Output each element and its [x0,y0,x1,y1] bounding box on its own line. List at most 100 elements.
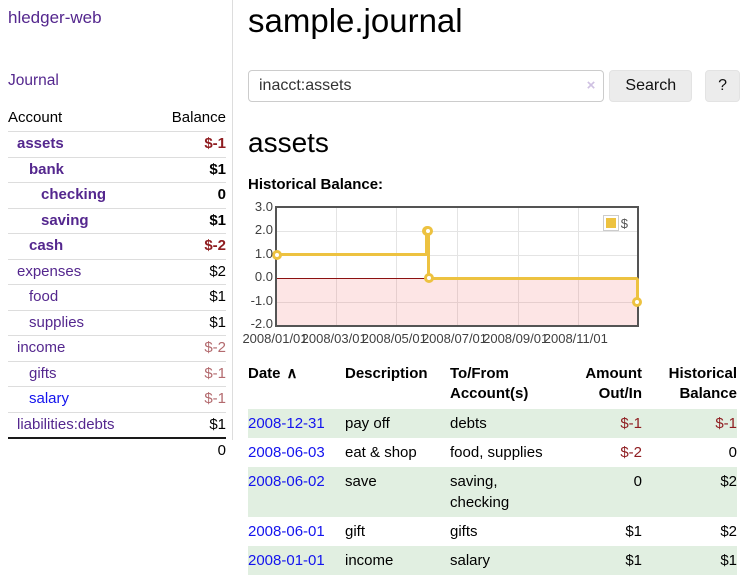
chart-plot-area: $ [272,206,642,327]
transaction-balance: $-1 [715,415,737,432]
legend-series-label: $ [620,215,628,231]
transaction-date-cell: 2008-01-01 [248,546,345,575]
search-input[interactable] [248,70,605,102]
account-row: supplies $1 [8,309,226,336]
x-axis-tick-label: 2008/11/01 [543,331,608,346]
y-axis-tick-label: 3.0 [254,199,273,214]
register-header-description: Description [345,365,428,382]
register-header-accounts-line1: To/From [450,365,509,382]
transaction-date-link[interactable]: 2008-06-01 [248,523,325,540]
account-link[interactable]: salary [29,390,70,407]
transaction-accounts: debts [450,415,487,432]
account-link[interactable]: cash [29,237,64,254]
transaction-accounts: saving, checking [450,473,510,511]
sidebar-item-journal[interactable]: Journal [8,72,59,89]
gridline-horizontal [277,301,637,303]
account-link[interactable]: gifts [29,364,57,382]
account-link[interactable]: food [29,288,59,305]
account-balance: 0 [152,182,226,208]
account-link[interactable]: expenses [17,262,82,280]
account-row: expenses $2 [8,258,226,285]
transaction-date-link[interactable]: 2008-12-31 [248,415,325,432]
account-row: income $-2 [8,335,226,361]
accounts-header-balance: Balance [171,109,226,126]
main-content: sample.journal × Search ? assets Histori… [242,0,740,575]
transaction-balance: $2 [720,473,737,490]
x-axis-tick-label: 2008/07/01 [421,331,488,346]
app-title[interactable]: hledger-web [8,8,102,27]
y-axis-tick-label: -2.0 [250,316,273,331]
data-point-marker [272,249,282,260]
accounts-table: Account Balance assets $-1 bank $1 checking 0… [8,106,226,464]
transaction-date-link[interactable]: 2008-06-02 [248,473,325,490]
accounts-total-row: 0 [8,437,226,464]
accounts-total-value: 0 [152,437,226,464]
account-row: saving $1 [8,207,226,234]
transaction-date-link[interactable]: 2008-01-01 [248,552,325,569]
transaction-date-link[interactable]: 2008-06-03 [248,444,325,461]
accounts-header-row: Account Balance [8,106,226,132]
register-row: 2008-06-03 eat & shop food, supplies $-2 0 [248,438,737,467]
register-header-row: Date ∧ Description To/From Account(s) Amou… [248,362,737,409]
x-axis-tick-label: 2008/09/01 [483,331,549,346]
gridline-horizontal [277,254,637,256]
register-header-accounts: To/From Account(s) [450,362,565,409]
transaction-date-cell: 2008-06-03 [248,438,345,467]
series-line-segment [425,231,429,255]
x-axis-tick-label: 2008/05/01 [361,331,427,346]
account-balance: $1 [152,284,226,310]
y-axis-tick-label: 1.0 [254,245,273,261]
account-row: checking 0 [8,182,226,208]
register-header-balance-line2: Balance [679,385,737,402]
series-line-segment [428,276,639,280]
register-header-amount-line2: Out/In [598,385,642,402]
register-header-amount: Amount Out/In [565,362,642,409]
chart-legend: $ [602,215,628,231]
account-link[interactable]: income [17,339,66,356]
transaction-accounts: gifts [450,523,478,540]
gridline-vertical [577,208,579,325]
register-header-date[interactable]: Date ∧ [248,362,345,409]
account-balance: $-1 [152,131,226,157]
register-header-balance: Historical Balance [642,362,737,409]
account-row: cash $-2 [8,233,226,259]
chart-title: Historical Balance: [248,176,384,193]
y-axis-tick-label: 0.0 [254,269,273,285]
account-balance: $1 [152,156,226,183]
gridline-vertical [396,208,398,325]
account-link[interactable]: assets [17,135,64,152]
account-heading: assets [248,127,329,158]
account-link[interactable]: supplies [29,313,85,331]
account-link[interactable]: checking [41,186,107,203]
account-row: food $1 [8,284,226,310]
account-balance: $1 [152,411,226,438]
account-link[interactable]: bank [29,160,65,178]
account-link[interactable]: saving [41,211,89,229]
account-row: bank $1 [8,156,226,183]
sort-ascending-icon: ∧ [286,365,298,382]
account-balance: $1 [152,309,226,336]
clear-search-icon[interactable]: × [586,77,596,94]
transaction-description: income [345,552,394,569]
account-balance: $-2 [152,233,226,259]
legend-series-swatch [605,218,616,228]
data-point-marker [632,296,642,307]
account-balance: $-1 [152,360,226,387]
transaction-amount: 0 [633,473,642,490]
transaction-amount: $1 [625,552,642,569]
register-table: Date ∧ Description To/From Account(s) Amou… [248,362,737,575]
legend-swatch-box [602,215,619,231]
search-form: × Search ? [248,70,740,102]
register-header-amount-line1: Amount [585,365,642,382]
register-row: 2008-06-02 save saving, checking 0 $2 [248,467,737,517]
x-axis-tick-label: 2008/01/01 [242,331,308,346]
search-button[interactable]: Search [609,70,693,102]
data-point-marker [423,273,434,284]
account-link[interactable]: liabilities:debts [17,415,115,433]
page-title: sample.journal [248,2,463,39]
accounts-header-account: Account [8,109,63,126]
transaction-description: eat & shop [345,444,417,461]
transaction-accounts: salary [450,552,491,569]
help-button[interactable]: ? [705,70,740,102]
